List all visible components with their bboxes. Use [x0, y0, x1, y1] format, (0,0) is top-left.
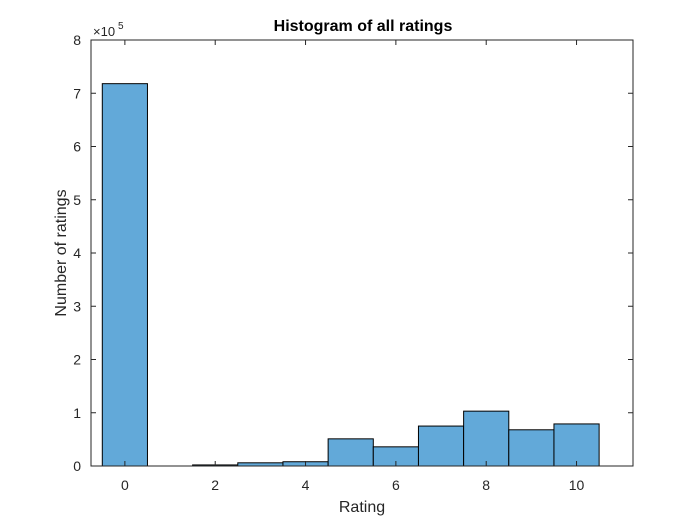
- y-tick-label: 8: [73, 32, 81, 48]
- histogram-bar: [463, 410, 510, 467]
- x-axis-label: Rating: [339, 499, 385, 516]
- histogram-bar: [553, 423, 600, 467]
- y-tick-label: 5: [73, 192, 81, 208]
- y-tick-label: 6: [73, 139, 81, 155]
- x-tick-label: 8: [482, 477, 490, 493]
- x-axis-ticks: 0 2 4 6 8 10: [121, 40, 585, 493]
- histogram-bar: [327, 438, 374, 467]
- y-exponent-multiplier: ×10: [93, 24, 115, 39]
- histogram-bar: [417, 425, 465, 467]
- y-tick-label: 1: [73, 405, 81, 421]
- y-exponent-power: 5: [118, 21, 124, 32]
- y-tick-label: 3: [73, 298, 81, 314]
- y-tick-label: 2: [73, 352, 81, 368]
- histogram-bar: [508, 429, 555, 467]
- y-tick-label: 7: [73, 85, 81, 101]
- bars-group: [101, 83, 600, 467]
- x-tick-label: 4: [302, 477, 310, 493]
- y-axis-label: Number of ratings: [53, 189, 70, 316]
- y-axis-ticks: 0 1 2 3 4 5 6 7 8: [73, 32, 633, 474]
- histogram-bar: [101, 83, 148, 467]
- x-tick-label: 10: [569, 477, 585, 493]
- x-tick-label: 2: [211, 477, 219, 493]
- y-tick-label: 4: [73, 245, 81, 261]
- x-tick-label: 6: [392, 477, 400, 493]
- x-tick-label: 0: [121, 477, 129, 493]
- chart-title: Histogram of all ratings: [274, 18, 453, 35]
- y-tick-label: 0: [73, 458, 81, 474]
